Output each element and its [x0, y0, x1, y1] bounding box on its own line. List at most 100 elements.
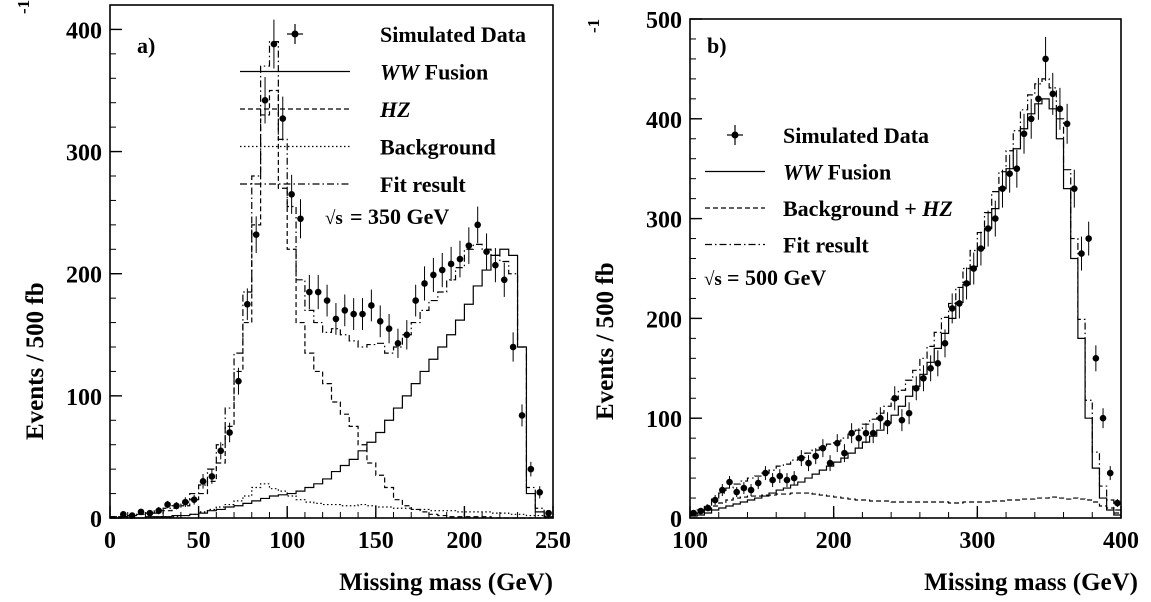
data-point-a	[155, 507, 163, 514]
data-point-a	[314, 288, 322, 296]
data-point-b	[898, 416, 906, 424]
data-point-b	[934, 360, 942, 367]
legend-label-text-a-ww: Fusion	[419, 60, 488, 85]
data-point-a	[518, 412, 526, 419]
data-point-b	[805, 459, 812, 467]
legend-label-a-hz: HZ	[379, 97, 411, 122]
data-point-a	[199, 478, 207, 485]
data-point-b	[869, 429, 877, 437]
data-point-a	[288, 191, 295, 198]
data-point-b	[948, 305, 956, 312]
legend-label-b-data: Simulated Data	[783, 123, 929, 148]
legend-label-italic-after-b-bkg: HZ	[921, 196, 953, 221]
data-point-b	[963, 280, 970, 287]
data-point-a	[252, 231, 260, 238]
data-point-b	[991, 215, 999, 222]
data-point-b	[769, 476, 776, 484]
data-point-b	[977, 245, 985, 252]
data-point-b	[1027, 115, 1035, 123]
data-point-a	[474, 221, 481, 229]
chart-marks-b	[690, 36, 1121, 517]
data-point-a	[492, 261, 499, 269]
data-point-b	[711, 496, 719, 504]
data-point-a	[376, 318, 384, 325]
legend-label-text-a-bkg: Background	[380, 135, 496, 160]
data-point-a	[341, 307, 349, 314]
legend-entry-a-bkg: Background	[240, 135, 496, 160]
data-point-a	[421, 280, 428, 287]
y-axis-title-sup-a: -1	[14, 0, 33, 14]
data-point-b	[690, 509, 697, 517]
data-point-a	[297, 215, 304, 223]
series-a-fit	[110, 41, 553, 518]
data-point-a	[173, 502, 180, 510]
sqrt-s-symbol-a: √s	[325, 208, 343, 229]
x-tick-label-a-0: 0	[104, 528, 116, 554]
x-tick-label-a-100: 100	[269, 528, 305, 554]
y-tick-label-a-100: 100	[66, 385, 102, 411]
legend-entry-b-bkg: Background + HZ	[705, 196, 953, 221]
y-tick-label-b-400: 400	[646, 108, 682, 134]
x-tick-label-a-200: 200	[446, 528, 482, 554]
x-axis-title-b: Missing mass (GeV)	[924, 569, 1138, 596]
y-axis-title-b: Events / 500 fb	[592, 262, 619, 420]
legend-entry-a-ww: WW Fusion	[240, 60, 488, 85]
y-tick-label-b-100: 100	[646, 407, 682, 433]
plot-frame-a	[109, 4, 554, 519]
plot-frame-b	[689, 18, 1122, 519]
series-a-ww	[110, 248, 553, 519]
data-point-b	[1006, 170, 1013, 177]
data-point-b	[1020, 130, 1028, 138]
y-axis-title-sup-b: -1	[584, 19, 603, 33]
data-point-b	[754, 479, 762, 487]
y-tick-label-a-0: 0	[90, 507, 102, 533]
data-point-a	[128, 512, 136, 519]
data-point-a	[217, 447, 225, 455]
data-point-b	[905, 409, 913, 417]
legend-label-text-b-bkg: Background +	[783, 196, 922, 221]
data-point-a	[279, 115, 287, 122]
data-point-a	[465, 242, 473, 249]
data-point-b	[920, 374, 927, 382]
y-tick-label-b-0: 0	[670, 507, 682, 533]
data-point-a	[261, 96, 269, 104]
legend-entry-a-fit: Fit result	[240, 172, 466, 197]
data-point-b	[1042, 55, 1049, 63]
legend-label-a-data: Simulated Data	[380, 22, 526, 47]
data-point-a	[545, 509, 552, 517]
data-point-b	[884, 419, 891, 427]
data-point-a	[137, 508, 145, 516]
x-tick-label-a-250: 250	[535, 528, 571, 554]
data-point-a	[483, 248, 490, 256]
data-point-b	[726, 478, 733, 486]
data-point-b	[999, 185, 1006, 192]
y-tick-label-a-200: 200	[66, 263, 102, 289]
data-point-b	[1056, 105, 1064, 113]
legend-a: Simulated Data WW Fusion HZ Background Fit r…	[240, 22, 526, 197]
y-tick-label-a-400: 400	[66, 18, 102, 44]
legend-entry-b-fit: Fit result	[705, 233, 869, 258]
data-point-a	[190, 496, 198, 503]
legend-entry-b-data: Simulated Data	[727, 123, 929, 148]
data-point-b	[826, 459, 834, 467]
data-point-a	[509, 343, 517, 351]
y-tick-label-b-500: 500	[646, 8, 682, 34]
data-point-a	[394, 340, 402, 347]
data-point-b	[891, 394, 899, 402]
data-point-b	[927, 365, 934, 372]
panel-label-a: a)	[137, 33, 155, 58]
data-point-b	[970, 265, 978, 272]
data-point-b	[1071, 185, 1078, 192]
data-point-a	[536, 489, 544, 496]
data-point-a	[323, 297, 331, 304]
data-point-a	[403, 331, 411, 339]
data-point-b	[941, 340, 949, 347]
legend-label-a-ww: WW Fusion	[380, 60, 488, 85]
data-point-b	[912, 384, 920, 392]
legend-label-text-a-fit: Fit result	[380, 172, 466, 197]
data-point-b	[1085, 235, 1092, 242]
data-point-a	[368, 302, 375, 309]
data-point-a	[306, 288, 313, 296]
data-point-b	[956, 300, 963, 307]
